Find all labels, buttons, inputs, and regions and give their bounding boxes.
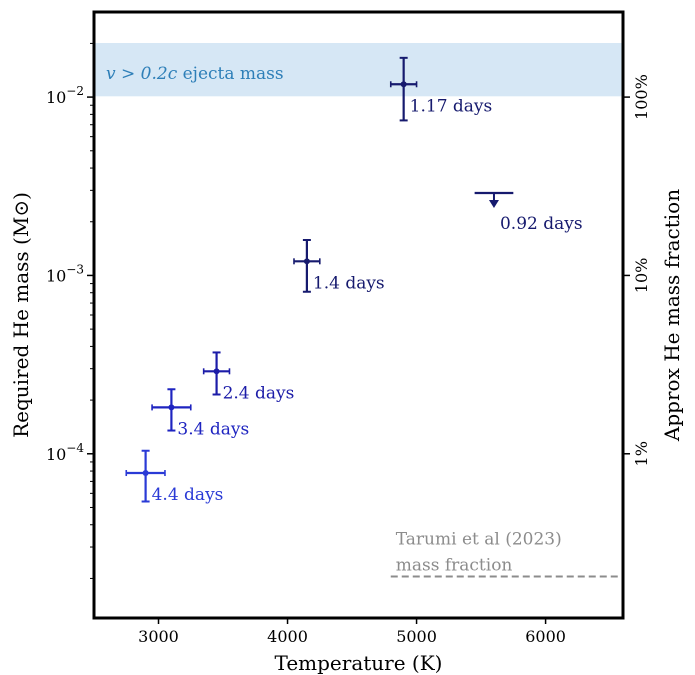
ejecta-band	[94, 43, 623, 97]
ejecta-band-layer: v > 0.2c ejecta mass	[94, 43, 623, 97]
point-marker	[400, 81, 407, 88]
x-tick-label: 6000	[525, 627, 566, 646]
y-tick-label-left: 10−4	[46, 441, 84, 464]
y-tick-label-left: 10−3	[46, 262, 84, 285]
point-marker	[168, 404, 175, 411]
point-label: 3.4 days	[177, 419, 249, 439]
y-tick-label-right: 1%	[632, 441, 651, 466]
plot-frame	[92, 10, 625, 620]
tick-exponent: −4	[66, 441, 84, 455]
data-point: 1.17 days	[389, 56, 493, 122]
point-marker	[213, 368, 220, 375]
y-tick-label-right: 100%	[632, 74, 651, 120]
tick-base: 10	[46, 266, 66, 285]
y-tick-label-right: 10%	[632, 258, 651, 294]
point-marker	[303, 258, 310, 265]
band-label-text: ejecta mass	[177, 64, 283, 84]
y-axis-title-left: Required He mass (M⊙)	[9, 192, 33, 438]
data-point: 2.4 days	[202, 351, 295, 403]
tick-exponent: −3	[66, 262, 84, 276]
data-point: 0.92 days	[474, 191, 583, 234]
point-label: 0.92 days	[500, 214, 583, 234]
point-label: 4.4 days	[152, 485, 224, 505]
tick-base: 10	[46, 88, 66, 107]
x-tick-label: 5000	[396, 627, 437, 646]
data-point: 3.4 days	[151, 388, 249, 439]
upper-limit-arrow	[488, 199, 499, 208]
reference-layer: Tarumi et al (2023) mass fraction	[390, 530, 623, 578]
tick-base: 10	[46, 445, 66, 464]
point-marker	[142, 470, 149, 477]
y-axis-title-right: Approx He mass fraction	[660, 189, 684, 442]
band-label-math: v > 0.2c	[106, 64, 178, 84]
x-tick-label: 4000	[267, 627, 308, 646]
data-point: 1.4 days	[293, 239, 385, 293]
ejecta-band-label: v > 0.2c ejecta mass	[106, 64, 284, 84]
point-label: 1.17 days	[410, 96, 493, 116]
tick-exponent: −2	[66, 84, 84, 98]
point-label: 1.4 days	[313, 273, 385, 293]
reference-label-line2: mass fraction	[396, 556, 513, 576]
points-layer: 1.17 days 0.92 days 1.4 days 2.4 days 3.4 da…	[125, 56, 583, 505]
x-axis-title: Temperature (K)	[275, 651, 443, 675]
reference-label-line1: Tarumi et al (2023)	[396, 530, 562, 550]
y-tick-label-left: 10−2	[46, 84, 84, 107]
data-point: 4.4 days	[125, 449, 224, 505]
point-label: 2.4 days	[223, 383, 295, 403]
x-tick-label: 3000	[138, 627, 179, 646]
